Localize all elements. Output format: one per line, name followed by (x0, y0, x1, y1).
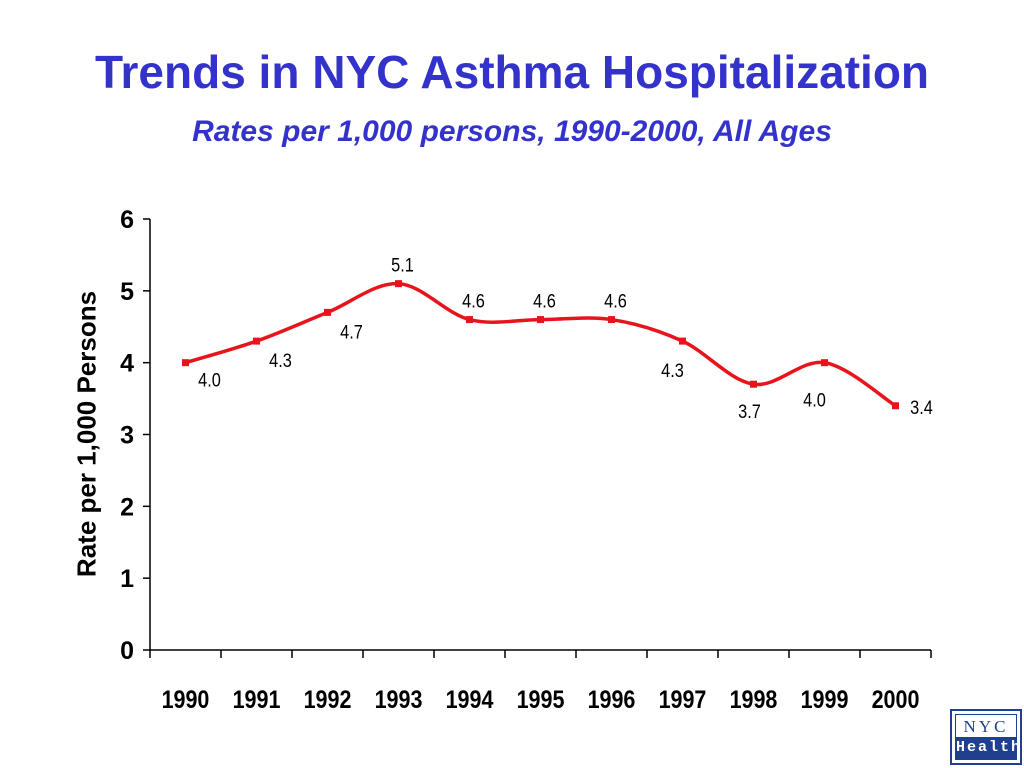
data-label: 4.0 (803, 390, 826, 411)
data-label: 4.6 (604, 290, 627, 311)
y-tick-label: 5 (120, 278, 134, 306)
data-label: 3.7 (738, 401, 761, 422)
y-tick-label: 3 (120, 422, 134, 450)
data-point (395, 280, 402, 288)
x-tick-label: 1990 (162, 685, 210, 713)
x-tick-label: 1995 (517, 685, 565, 713)
x-tick-label: 1999 (801, 685, 849, 713)
x-tick-label: 1993 (375, 685, 423, 713)
x-tick-label: 1997 (659, 685, 707, 713)
x-tick-label: 1994 (446, 685, 494, 713)
data-point (324, 308, 331, 316)
data-label: 4.6 (533, 290, 556, 311)
data-label: 4.3 (661, 360, 684, 381)
data-point (892, 402, 899, 410)
x-tick-label: 1998 (730, 685, 778, 713)
x-tick-label: 2000 (872, 685, 920, 713)
series-layer (182, 280, 899, 410)
y-tick-label: 1 (120, 565, 134, 593)
data-label: 4.3 (269, 350, 292, 371)
x-tick-label: 1991 (233, 685, 281, 713)
data-point (608, 316, 615, 324)
logo-line-2: Health (956, 737, 1020, 759)
data-point (182, 359, 189, 367)
data-point (466, 316, 473, 324)
logo-line-1: NYC (963, 717, 1009, 736)
slide-title: Trends in NYC Asthma Hospitalization (94, 46, 930, 98)
data-point (679, 337, 686, 345)
data-label: 4.0 (198, 370, 221, 391)
chart-axes (143, 218, 932, 658)
y-axis-label: Rate per 1,000 Persons (71, 290, 102, 578)
y-tick-label: 4 (120, 350, 134, 378)
data-label: 5.1 (391, 254, 414, 275)
x-tick-label: 1992 (304, 685, 352, 713)
y-tick-label: 6 (120, 206, 134, 234)
y-tick-label: 2 (120, 493, 134, 521)
data-labels: 4.0 4.3 4.7 5.1 4.6 4.6 4.6 4.3 3.7 4.0 3.4 (198, 254, 933, 422)
data-point (537, 316, 544, 324)
x-tick-label: 1996 (588, 685, 636, 713)
x-tick-labels: 1990 1991 1992 1993 1994 1995 1996 1997 1998 1999… (162, 685, 920, 713)
y-tick-label: 0 (120, 637, 134, 665)
data-label: 4.6 (462, 290, 485, 311)
data-label: 4.7 (340, 321, 363, 342)
y-tick-labels: 0 1 2 3 4 5 6 (120, 206, 134, 665)
data-point (253, 337, 260, 345)
data-point (750, 380, 757, 388)
data-label: 3.4 (910, 397, 933, 418)
data-point (821, 359, 828, 367)
slide-subtitle: Rates per 1,000 persons, 1990-2000, All … (192, 115, 832, 148)
nyc-health-logo: NYC Health (950, 709, 1022, 765)
